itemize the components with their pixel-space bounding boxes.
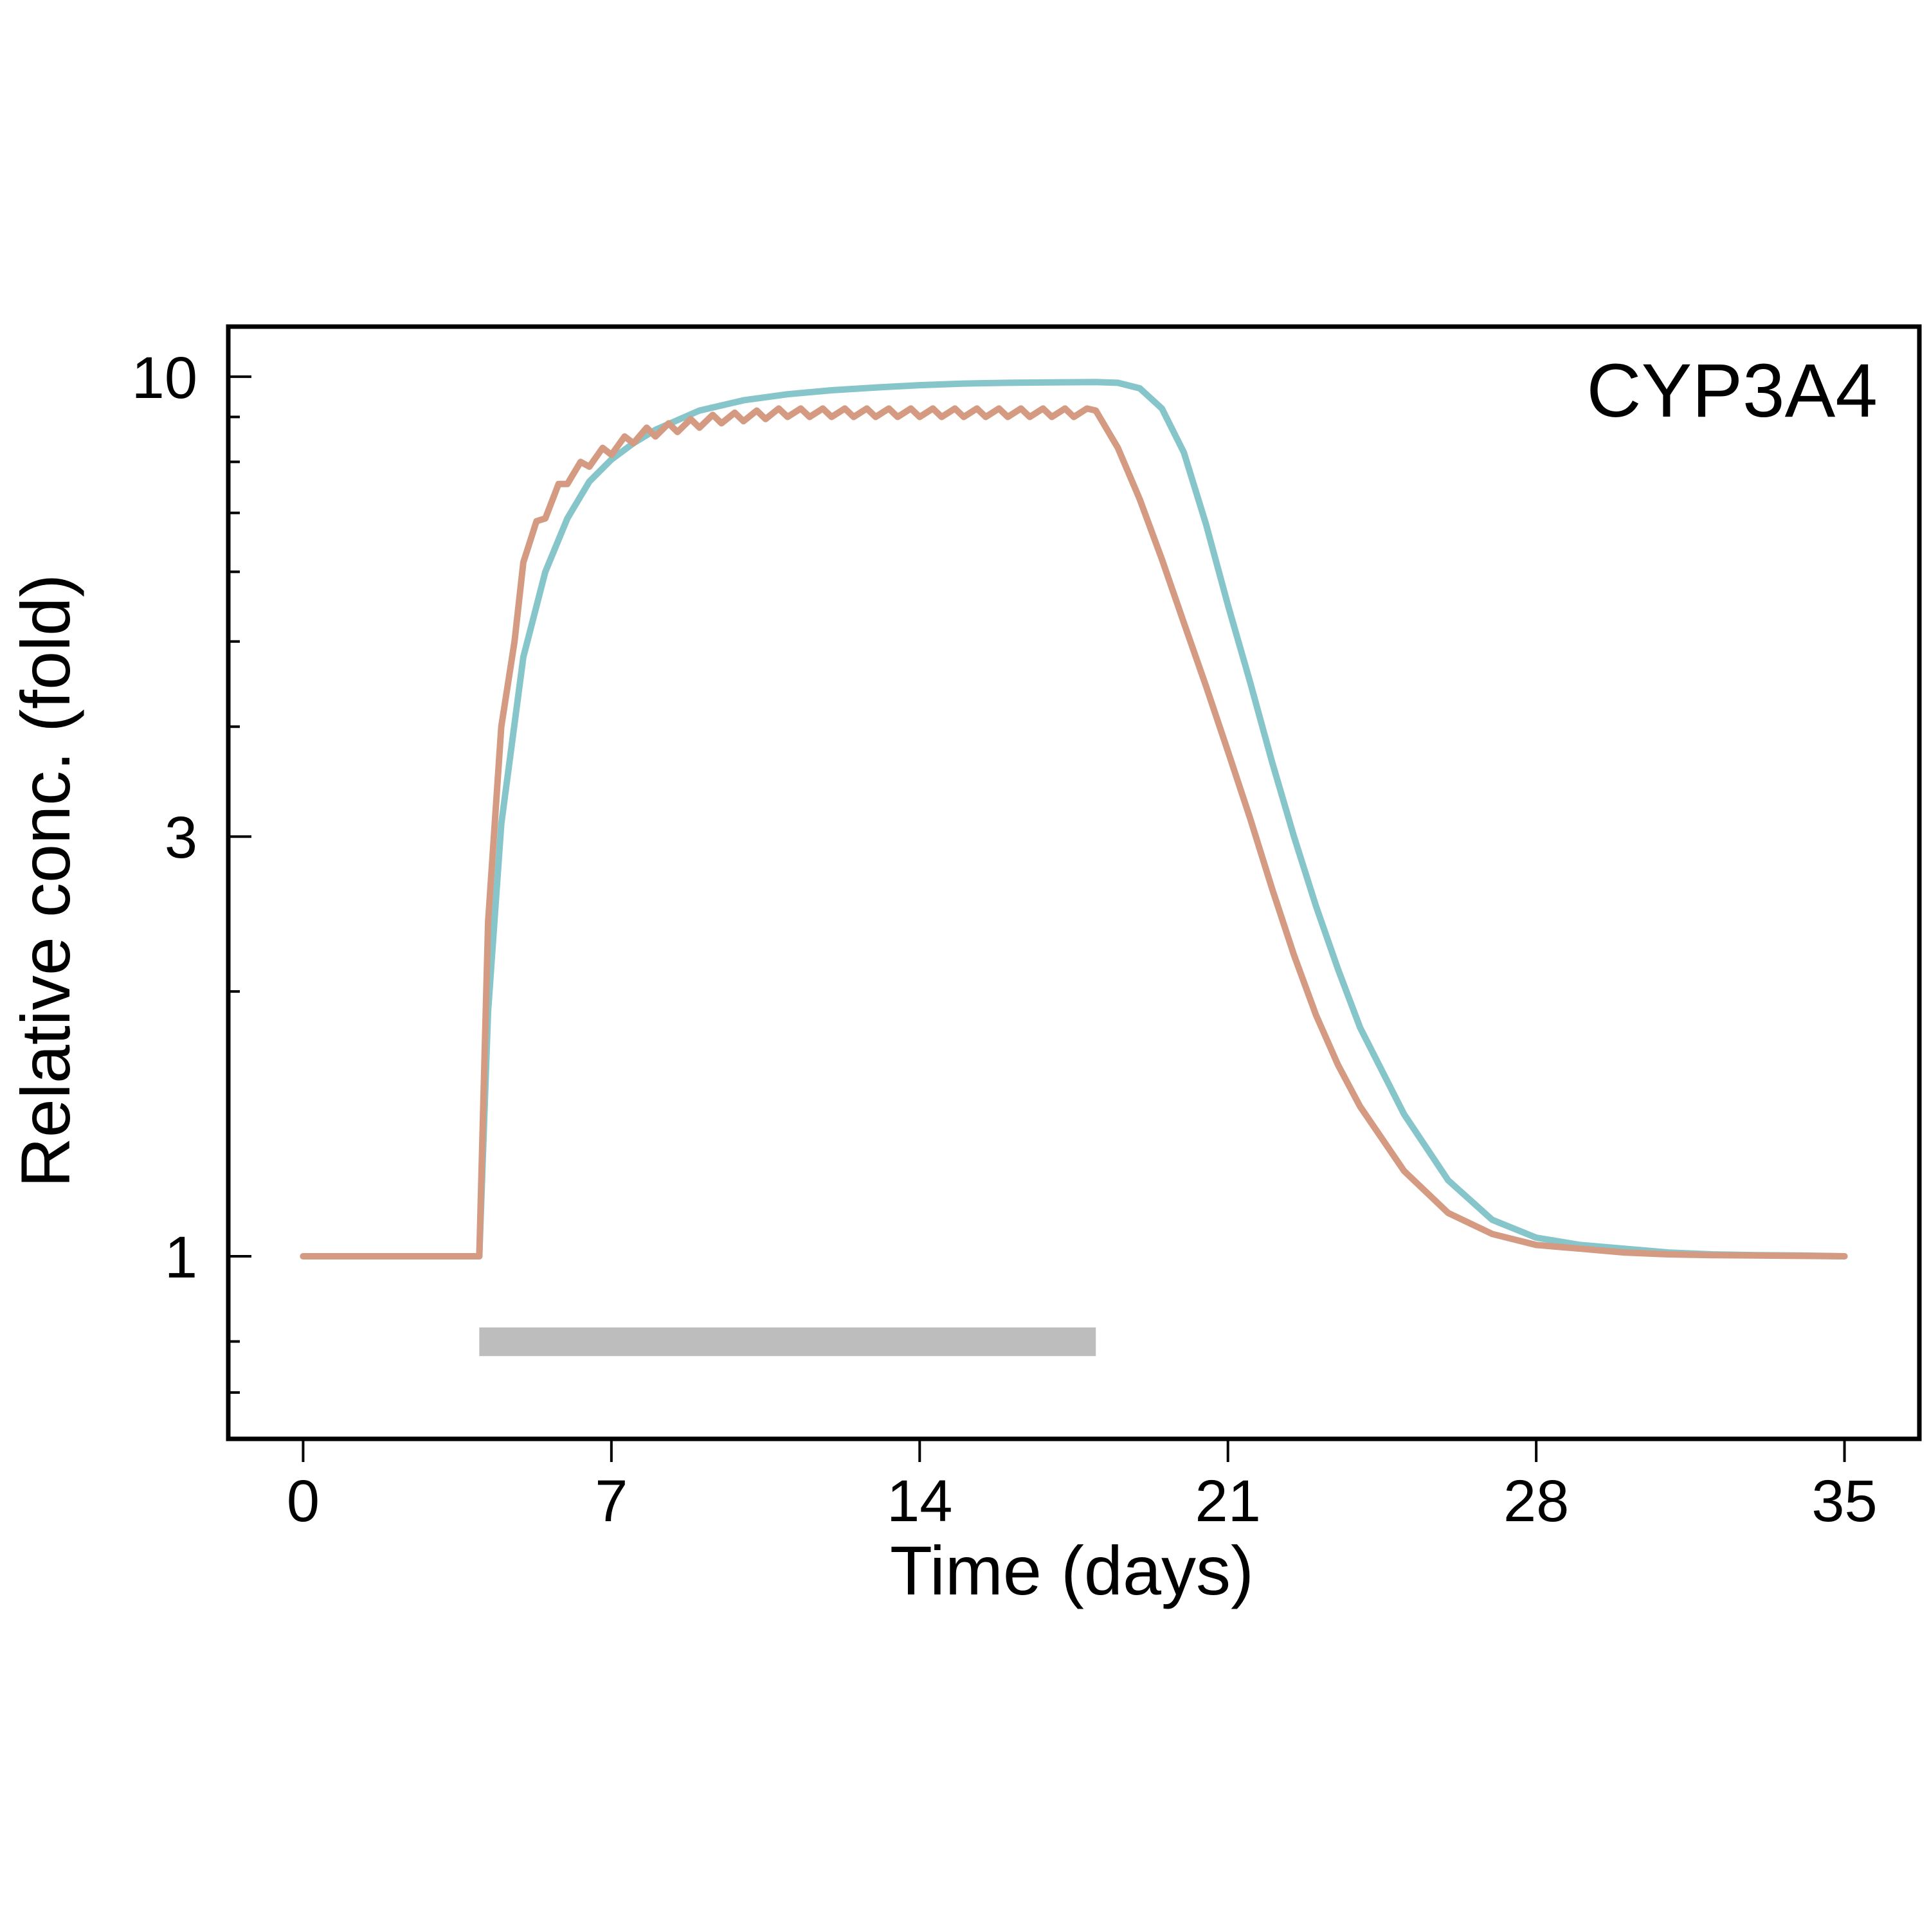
- y-tick-label: 1: [165, 1225, 197, 1290]
- y-tick-label: 10: [132, 345, 197, 411]
- x-tick-label: 35: [1811, 1468, 1877, 1534]
- x-tick-label: 0: [287, 1468, 320, 1534]
- x-tick-label: 28: [1503, 1468, 1569, 1534]
- x-tick-label: 21: [1195, 1468, 1261, 1534]
- y-axis-title: Relative conc. (fold): [6, 574, 84, 1187]
- series-line-2: [300, 405, 1848, 1259]
- x-tick-label: 7: [595, 1468, 628, 1534]
- x-tick-label: 14: [887, 1468, 952, 1534]
- y-tick-label: 3: [165, 805, 197, 871]
- series-line-1: [300, 379, 1848, 1259]
- treatment-bar: [479, 1327, 1096, 1357]
- panel-label: CYP3A4: [1586, 348, 1878, 433]
- plot-frame: [226, 324, 1922, 1441]
- x-axis-title: Time (days): [890, 1531, 1254, 1609]
